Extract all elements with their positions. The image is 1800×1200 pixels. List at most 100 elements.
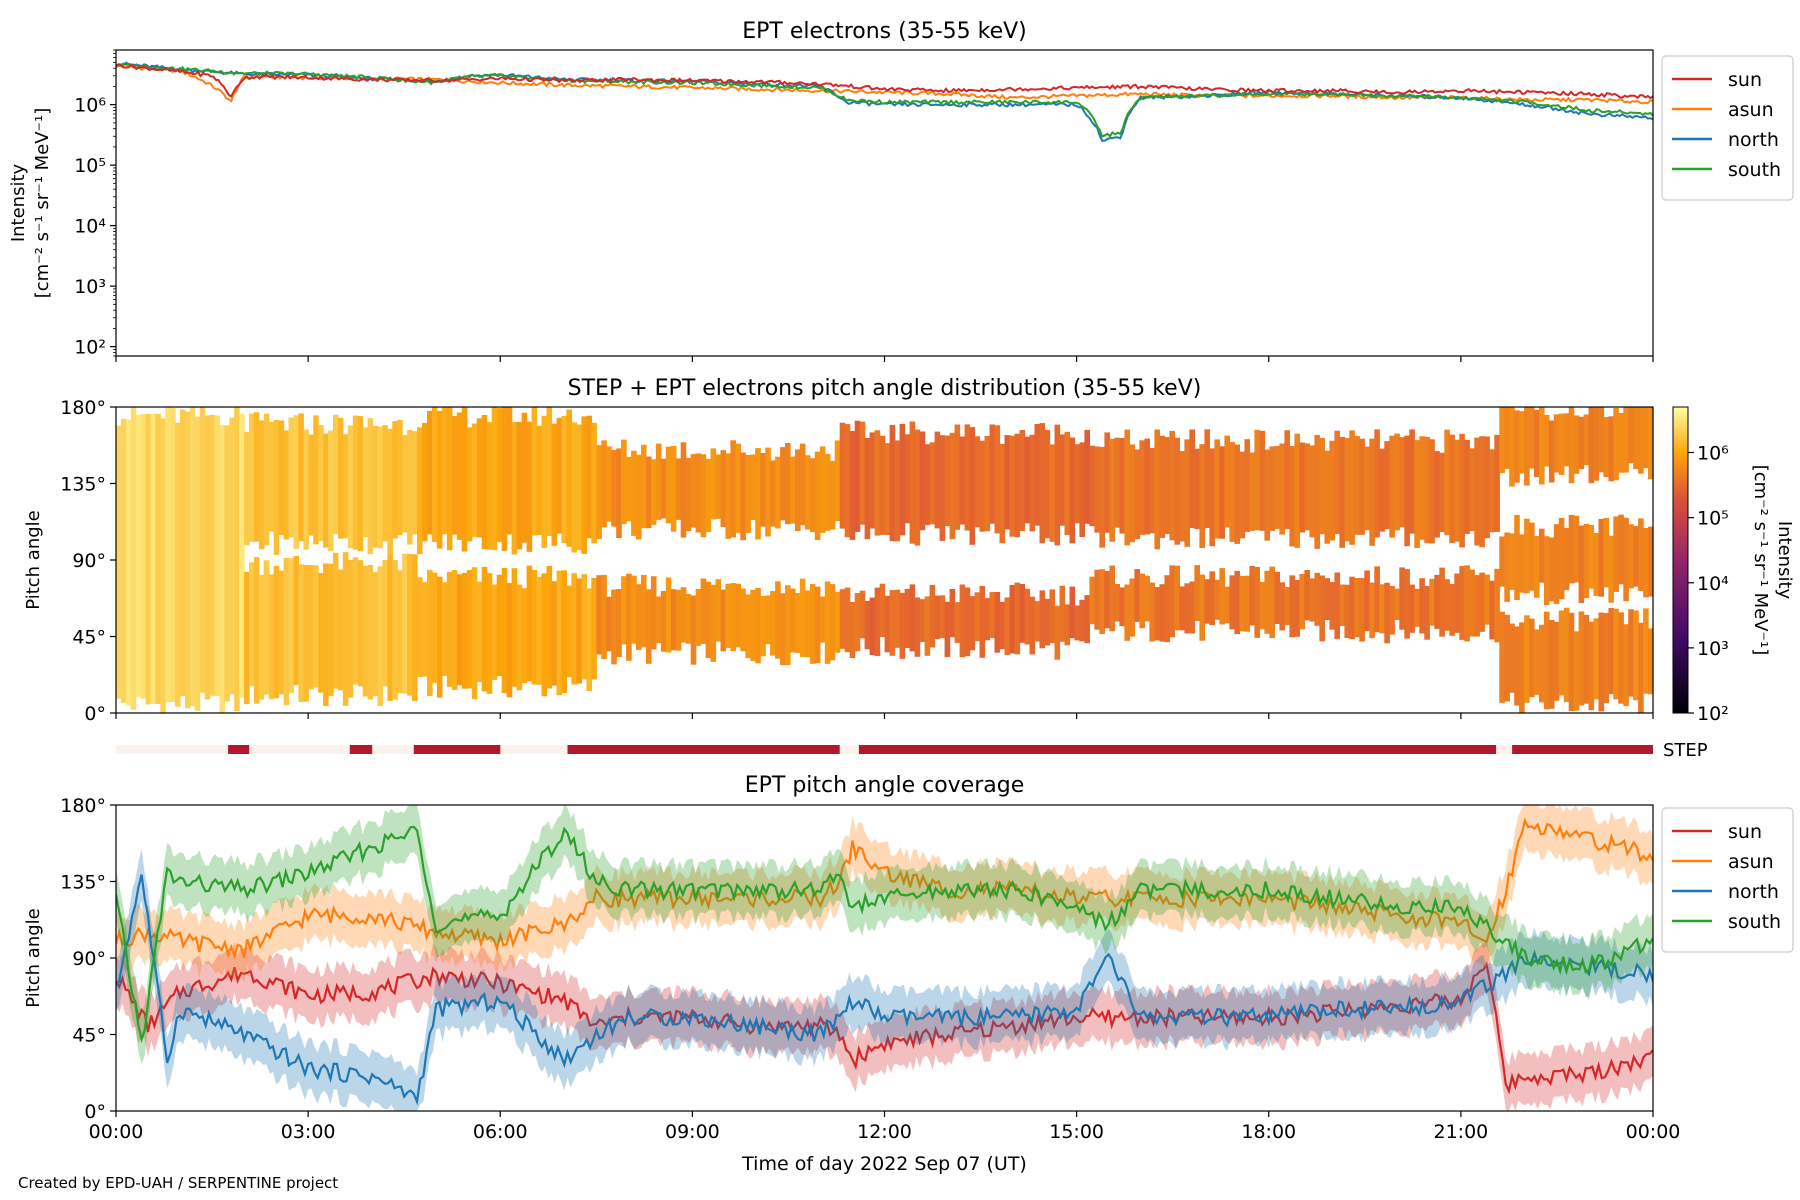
heatmap-cell <box>1159 435 1165 538</box>
heatmap-cell <box>859 421 866 525</box>
heatmap-cell <box>511 422 518 555</box>
heatmap-cell <box>705 459 712 532</box>
heatmap-cell <box>125 419 132 706</box>
heatmap-cell <box>224 425 230 702</box>
y-tick-label: 10⁴ <box>74 216 106 238</box>
heatmap-cell <box>1374 566 1380 633</box>
heatmap-cell <box>1354 436 1360 535</box>
heatmap-cell <box>1324 450 1330 544</box>
heatmap-cell <box>914 429 921 546</box>
heatmap-cell <box>1628 407 1634 464</box>
heatmap-cell <box>1633 526 1639 587</box>
heatmap-cell <box>809 458 816 533</box>
heatmap-cell <box>402 553 408 694</box>
heatmap-cell <box>511 568 518 687</box>
heatmap-cell <box>601 574 607 659</box>
heatmap-cell <box>1429 578 1435 626</box>
heatmap-cell <box>914 597 921 657</box>
heatmap-cell <box>1004 597 1011 655</box>
colorbar-tick-label: 10⁴ <box>1697 573 1729 595</box>
heatmap-cell <box>1199 574 1205 641</box>
heatmap-cell <box>591 577 597 680</box>
heatmap-cell <box>1529 522 1535 591</box>
heatmap-cell <box>566 409 572 547</box>
heatmap-cell <box>1179 586 1185 631</box>
heatmap-cell <box>1618 612 1624 704</box>
heatmap-cell <box>904 434 911 524</box>
heatmap-cell <box>710 584 717 662</box>
heatmap-cell <box>308 434 314 536</box>
heatmap-cell <box>1424 585 1430 640</box>
heatmap-cell <box>1204 429 1210 529</box>
heatmap-cell <box>1014 582 1021 655</box>
heatmap-cell <box>715 579 722 642</box>
heatmap-cell <box>491 584 498 680</box>
panel1-yticks: 10² 10³ 10⁴ 10⁵ 10⁶ <box>74 49 116 359</box>
heatmap-cell <box>461 407 468 552</box>
heatmap-cell <box>979 586 986 658</box>
heatmap-cell <box>1489 580 1495 640</box>
heatmap-cell <box>775 456 781 529</box>
heatmap-cell <box>1539 528 1545 583</box>
heatmap-cell <box>288 558 294 693</box>
heatmap-cell <box>1374 429 1380 538</box>
heatmap-cell <box>342 434 349 539</box>
x-tick-label: 03:00 <box>281 1121 336 1143</box>
heatmap-cell <box>934 595 941 639</box>
heatmap-cell <box>1389 435 1395 538</box>
heatmap-cell <box>1099 569 1105 634</box>
y-tick-label: 10² <box>74 337 106 359</box>
heatmap-cell <box>919 599 926 642</box>
heatmap-cell <box>1239 576 1245 632</box>
heatmap-cell <box>1359 578 1365 642</box>
heatmap-cell <box>1049 444 1056 542</box>
heatmap-cell <box>1543 415 1550 467</box>
heatmap-cell <box>436 411 443 549</box>
heatmap-cell <box>1269 446 1275 531</box>
heatmap-cell <box>750 454 756 521</box>
heatmap-cell <box>1079 599 1085 642</box>
heatmap-cell <box>1384 441 1390 530</box>
heatmap-cell <box>1534 409 1540 477</box>
heatmap-cell <box>1469 569 1475 637</box>
heatmap-cell <box>1573 415 1580 474</box>
heatmap-cell <box>1578 611 1585 706</box>
step-label: STEP <box>1663 740 1708 761</box>
heatmap-cell <box>760 453 766 527</box>
heatmap-cell <box>1329 440 1335 541</box>
heatmap-cell <box>1209 571 1215 626</box>
heatmap-cell <box>695 588 702 646</box>
heatmap-cell <box>1399 567 1405 630</box>
heatmap-cell <box>1429 439 1435 544</box>
heatmap-cell <box>899 592 906 659</box>
heatmap-cell <box>1593 407 1600 481</box>
heatmap-cell <box>1558 413 1565 475</box>
heatmap-cell <box>636 454 642 540</box>
heatmap-cell <box>1114 437 1120 528</box>
heatmap-cell <box>839 589 846 649</box>
heatmap-cell <box>760 596 766 657</box>
panel1-ylabel-line2: [cm⁻² s⁻¹ sr⁻¹ MeV⁻¹] <box>32 108 53 299</box>
heatmap-cell <box>919 431 926 531</box>
legend-label-south: south <box>1728 159 1781 181</box>
heatmap-cell <box>1354 578 1360 638</box>
heatmap-cell <box>1504 532 1510 602</box>
heatmap-cell <box>1494 434 1500 532</box>
heatmap-cell <box>1499 536 1505 587</box>
heatmap-cell <box>342 552 349 706</box>
heatmap-cell <box>1129 444 1135 543</box>
heatmap-cell <box>303 429 309 550</box>
colorbar-label-line1: Intensity <box>1774 521 1795 600</box>
series-line-south <box>116 62 1653 138</box>
heatmap-cell <box>1459 566 1465 640</box>
heatmap-cell <box>974 436 981 528</box>
heatmap-cell <box>516 421 523 550</box>
heatmap-cell <box>397 570 403 694</box>
heatmap-cell <box>884 595 891 653</box>
heatmap-cell <box>387 428 393 555</box>
heatmap-cell <box>1444 429 1450 536</box>
heatmap-cell <box>944 435 951 527</box>
heatmap-cell <box>556 570 563 696</box>
heatmap-cell <box>1434 574 1440 629</box>
heatmap-cell <box>1539 624 1545 703</box>
